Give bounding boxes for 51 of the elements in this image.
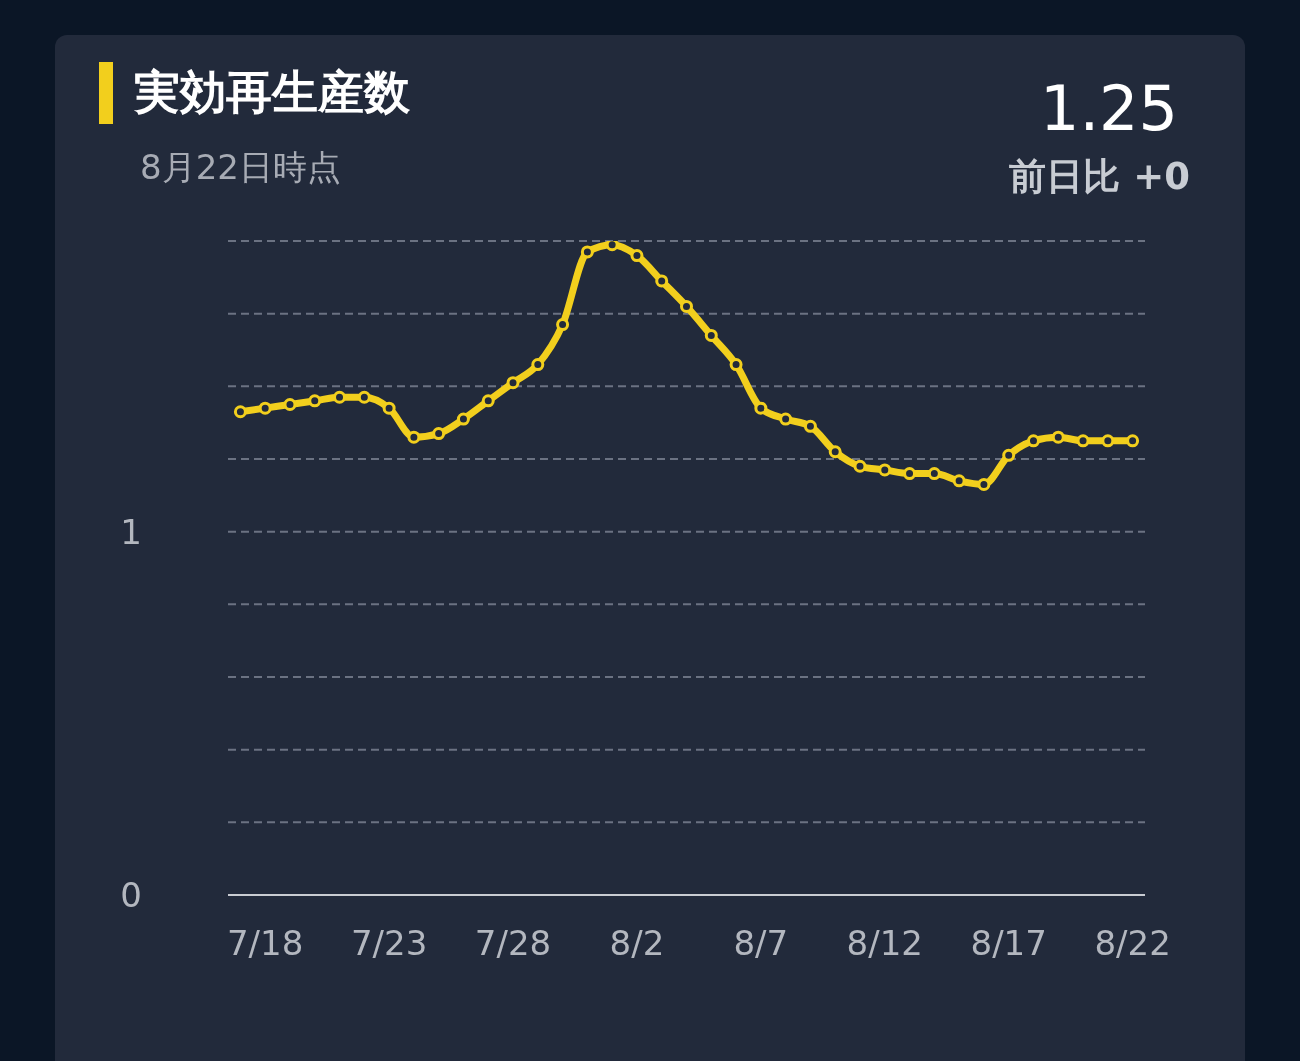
chart-title: 実効再生産数 [134,64,410,121]
x-tick-label: 8/2 [609,923,665,964]
point [432,427,446,441]
x-tick-label: 7/18 [227,923,304,964]
y-tick-label: 0 [120,875,142,916]
point [233,405,247,419]
point [308,394,322,408]
point [531,358,545,372]
point [630,249,644,263]
x-tick-label: 8/12 [846,923,923,964]
point [283,398,297,411]
point [1026,434,1040,448]
point [655,274,669,288]
point [357,390,371,404]
point [952,474,966,488]
y-tick-label: 1 [120,511,142,552]
point [1076,434,1090,448]
point [580,245,594,259]
point [828,445,842,459]
point [456,412,470,426]
point [407,430,421,444]
point [729,358,743,372]
point [977,477,991,491]
point [779,412,793,426]
point [333,390,347,404]
point [853,459,867,473]
x-tick-label: 7/23 [350,923,428,964]
point [1101,434,1115,448]
point [927,467,941,481]
chart-subtitle: 8月22日時点 [140,146,341,189]
text: 前日比 +0 [1009,154,1190,200]
point [1126,434,1140,448]
point [1051,430,1065,444]
text: 1.25 [1039,72,1178,146]
x-tick-label: 8/17 [970,923,1047,964]
point [754,401,768,415]
point [803,419,817,433]
point [481,394,495,408]
point [382,401,396,415]
point [878,463,892,477]
x-tick-label: 8/7 [733,923,789,964]
point [556,318,570,332]
point [506,376,520,390]
point [605,241,619,252]
point [1002,448,1016,462]
point [680,299,693,313]
x-tick-label: 8/22 [1094,923,1171,964]
point [903,467,917,481]
point [704,328,718,342]
x-tick-label: 7/28 [474,923,552,964]
point [258,401,272,415]
